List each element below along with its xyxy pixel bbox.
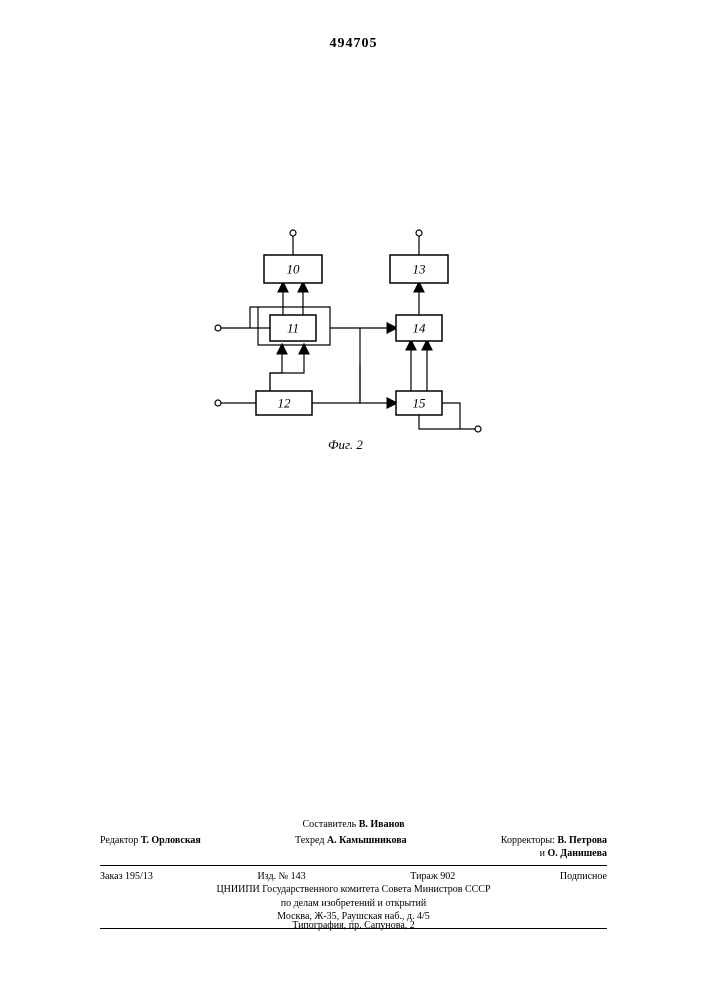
editor-label: Редактор bbox=[100, 835, 138, 846]
order-value: 195/13 bbox=[125, 871, 153, 882]
tech-label: Техред bbox=[295, 835, 324, 846]
order-label: Заказ bbox=[100, 871, 123, 882]
circulation-label: Тираж bbox=[410, 871, 438, 882]
org-line-2: по делам изобретений и открытий bbox=[100, 897, 607, 911]
subscription: Подписное bbox=[560, 870, 607, 884]
block-diagram: 10 11 12 13 14 15 Фиг. 2 bbox=[210, 225, 500, 495]
block-13: 13 bbox=[413, 262, 427, 277]
divider bbox=[100, 865, 607, 866]
circulation-value: 902 bbox=[440, 871, 455, 882]
block-11: 11 bbox=[287, 321, 299, 336]
document-number: 494705 bbox=[0, 36, 707, 52]
tech-name: А. Камышникова bbox=[327, 835, 407, 846]
imprint-block: Составитель В. Иванов Редактор Т. Орловс… bbox=[100, 818, 607, 933]
block-14: 14 bbox=[413, 321, 427, 336]
figure-caption: Фиг. 2 bbox=[328, 437, 363, 453]
proof-name-1: В. Петрова bbox=[557, 835, 607, 846]
proof-name-2: О. Данишева bbox=[548, 848, 607, 859]
edition-value: 143 bbox=[291, 871, 306, 882]
edition-label: Изд. № bbox=[257, 871, 288, 882]
compiler-name: В. Иванов bbox=[359, 819, 405, 830]
block-15: 15 bbox=[413, 396, 427, 411]
org-line-1: ЦНИИПИ Государственного комитета Совета … bbox=[100, 883, 607, 897]
compiler-label: Составитель bbox=[303, 819, 357, 830]
block-12: 12 bbox=[278, 396, 292, 411]
editor-name: Т. Орловская bbox=[141, 835, 201, 846]
proof-join: и bbox=[540, 848, 545, 859]
printer-line: Типография, пр. Сапунова, 2 bbox=[0, 920, 707, 931]
block-10: 10 bbox=[287, 262, 301, 277]
proof-label: Корректоры: bbox=[501, 835, 555, 846]
